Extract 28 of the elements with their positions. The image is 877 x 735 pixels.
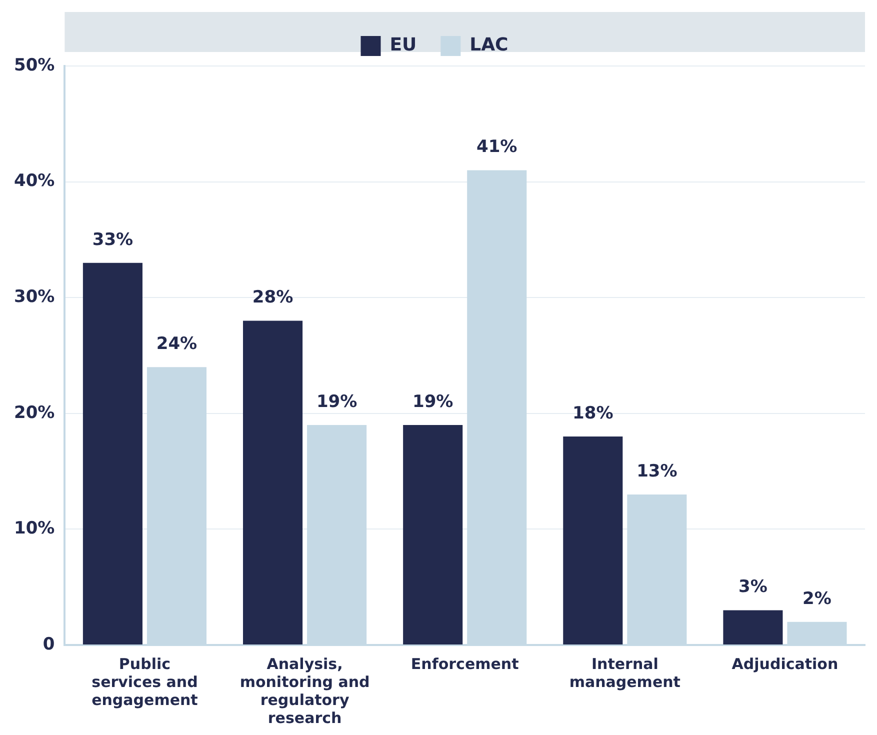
y-tick-label: 40% (14, 171, 55, 192)
y-tick-label: 30% (14, 287, 55, 308)
bar (723, 610, 783, 644)
x-tick-label: Public services and engagement (92, 654, 198, 709)
bar (563, 436, 623, 644)
data-label: 18% (572, 403, 614, 424)
y-tick-label: 10% (14, 518, 55, 539)
data-label: 19% (316, 392, 358, 412)
bar (82, 262, 142, 644)
x-tick-label: Enforcement (410, 654, 519, 673)
data-label: 28% (252, 288, 294, 308)
y-tick-label: 0 (42, 634, 55, 654)
y-tick-label: 20% (14, 402, 55, 423)
data-label: 19% (412, 392, 454, 412)
legend-label: LAC (470, 34, 508, 56)
data-label: 24% (156, 334, 198, 354)
data-label: 2% (802, 588, 832, 609)
y-tick-label: 50% (14, 55, 55, 76)
x-tick-label: Adjudication (732, 654, 838, 673)
bar (403, 424, 463, 644)
data-label: 13% (636, 461, 678, 482)
data-label: 3% (738, 577, 768, 598)
x-tick-label: Internal management (569, 654, 680, 691)
x-tick-label: Analysis, monitoring and regulatory research (240, 654, 370, 727)
data-label: 33% (92, 230, 134, 250)
data-label: 41% (476, 137, 518, 158)
bar (243, 320, 303, 644)
legend-label: EU (390, 34, 417, 56)
